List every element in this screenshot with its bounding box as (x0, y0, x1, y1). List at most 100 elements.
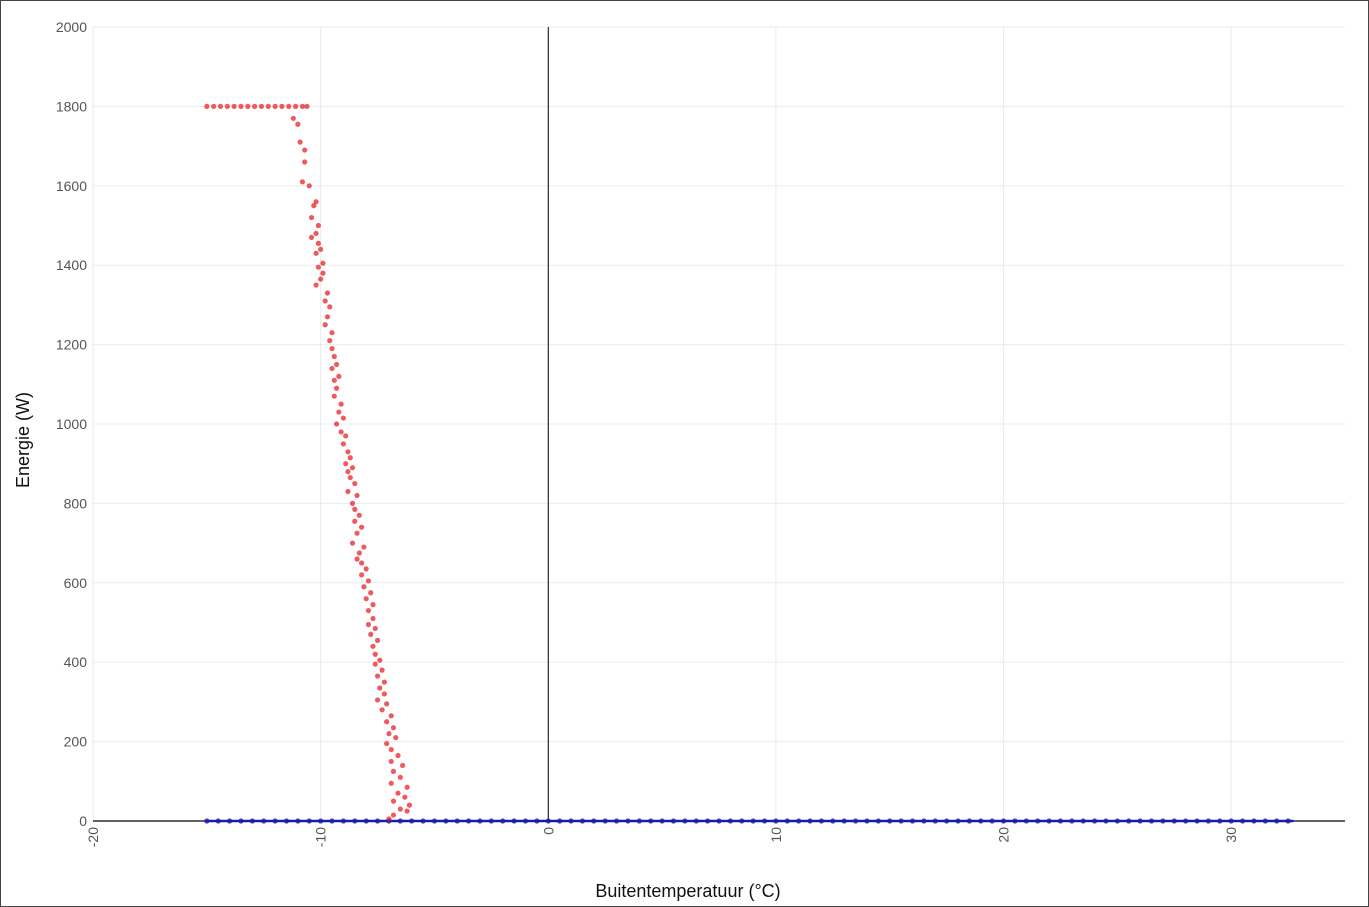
baseline-point (488, 818, 494, 824)
baseline-point (397, 818, 403, 824)
heating-point (406, 802, 413, 808)
heating-point (368, 590, 374, 596)
baseline-point (761, 818, 768, 824)
x-tick-label: 20 (996, 827, 1012, 843)
baseline-point (454, 818, 460, 824)
baseline-point (807, 818, 813, 824)
heating-point (395, 790, 401, 796)
baseline-point (784, 818, 790, 824)
baseline-point (306, 818, 312, 824)
heating-point (381, 691, 387, 697)
baseline-point (477, 818, 483, 824)
heating-point (290, 115, 296, 121)
baseline-point (625, 818, 631, 824)
baseline-point (409, 818, 415, 824)
heating-point (302, 159, 308, 165)
baseline-point (363, 818, 369, 824)
baseline-point (1262, 818, 1268, 824)
heating-point (349, 465, 356, 471)
heating-point (347, 455, 353, 461)
baseline-point (636, 818, 642, 824)
baseline-point (818, 818, 825, 824)
baseline-point (500, 818, 506, 824)
heating-point (345, 449, 351, 455)
baseline-point (1012, 818, 1018, 824)
baseline-point (272, 818, 278, 824)
heating-point (365, 607, 372, 614)
heating-point (329, 345, 335, 352)
heating-point (238, 103, 244, 109)
baseline-point (955, 818, 961, 824)
heating-point (356, 512, 362, 518)
baseline-point (374, 818, 381, 824)
heating-point (313, 282, 319, 288)
baseline-point (841, 818, 847, 824)
baseline-point (1080, 818, 1086, 824)
heating-point (368, 631, 374, 638)
heating-point (217, 103, 224, 109)
heating-point (272, 103, 278, 109)
baseline-point (1057, 818, 1064, 824)
baseline-point (1148, 818, 1155, 824)
baseline-point (420, 818, 426, 824)
heating-point (315, 264, 321, 270)
baseline-point (466, 818, 472, 824)
heating-point (386, 816, 392, 822)
heating-point (347, 474, 353, 481)
x-tick-label: -20 (85, 827, 101, 847)
heating-point (320, 260, 326, 266)
heating-series (204, 103, 413, 822)
heating-point (333, 385, 340, 391)
heating-point (297, 139, 303, 145)
heating-point (379, 707, 385, 713)
heating-point (345, 488, 351, 495)
heating-point (354, 556, 360, 562)
heating-point (352, 506, 358, 512)
baseline-series (204, 818, 1294, 824)
heating-point (265, 103, 271, 109)
heating-point (349, 540, 356, 546)
baseline-point (1103, 818, 1109, 824)
heating-point (397, 774, 403, 780)
baseline-point (1217, 818, 1223, 824)
heating-point (399, 762, 406, 769)
y-tick-label: 2000 (56, 19, 87, 35)
heating-point (308, 214, 315, 221)
heating-point (315, 222, 321, 229)
heating-point (231, 103, 237, 109)
heating-point (374, 673, 381, 679)
heating-point (359, 560, 365, 566)
baseline-point (648, 818, 654, 824)
heating-point (245, 103, 251, 109)
x-tick-label: 10 (768, 827, 784, 843)
heating-point (388, 713, 394, 719)
heating-point (327, 338, 333, 344)
baseline-point (534, 818, 540, 824)
heating-point (363, 596, 369, 602)
baseline-point (261, 818, 267, 824)
heating-point (374, 697, 381, 703)
baseline-point (579, 818, 586, 824)
heating-point (356, 550, 362, 556)
baseline-point (568, 818, 574, 824)
baseline-point (693, 818, 699, 824)
heating-point (313, 199, 319, 205)
heating-point (370, 643, 376, 649)
heating-point (352, 480, 358, 487)
baseline-point (318, 818, 324, 824)
heating-point (372, 651, 378, 657)
baseline-point (898, 818, 904, 824)
baseline-point (1069, 818, 1075, 824)
baseline-point (1160, 818, 1166, 824)
baseline-point (557, 818, 563, 824)
baseline-point (443, 818, 449, 824)
heating-point (388, 758, 394, 765)
heating-point (359, 572, 365, 578)
baseline-point (238, 818, 244, 824)
baseline-point (204, 818, 210, 824)
heating-point (402, 794, 408, 800)
heating-point (336, 373, 342, 379)
baseline-point (1274, 818, 1280, 824)
baseline-point (226, 818, 233, 824)
y-tick-label: 1200 (56, 337, 87, 353)
